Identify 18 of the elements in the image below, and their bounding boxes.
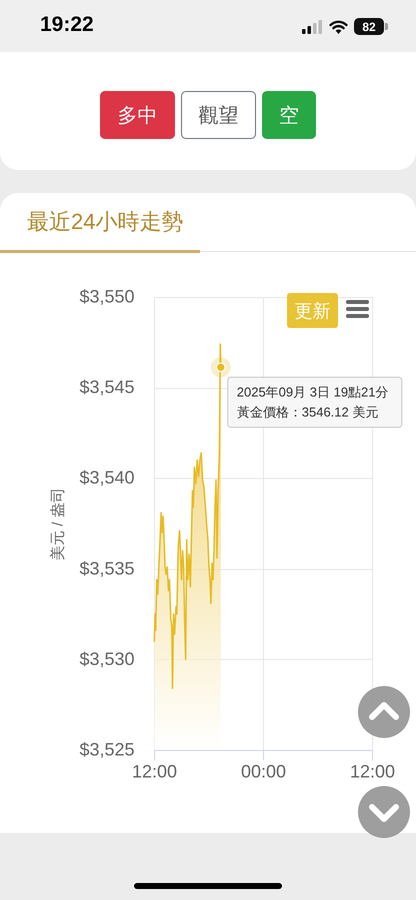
y-tick-label: $3,545 <box>79 377 134 398</box>
y-tick-label: $3,540 <box>79 468 134 488</box>
x-tick-label: 12:00 <box>350 762 396 782</box>
chart-title: 最近24小時走勢 <box>27 208 184 236</box>
annotation: 2025年09月 3日 19點21分 <box>236 384 389 400</box>
update-button: 更新 <box>287 293 338 328</box>
y-tick-label: $3,530 <box>79 648 134 669</box>
y-tick-label: $3,525 <box>79 740 134 760</box>
y-tick-label: $3,550 <box>79 286 134 306</box>
x-tick-label: 00:00 <box>240 762 286 782</box>
y-axis-title: 美元 / 盎司 <box>50 488 66 560</box>
x-tick-label: 12:00 <box>132 762 178 782</box>
y-tick-label: $3,535 <box>79 558 134 578</box>
annotation: 黃金價格：3546.12 美元 <box>236 404 378 420</box>
bullish-button: 多中 <box>100 91 175 139</box>
wait-button: 觀望 <box>181 91 256 139</box>
bearish-button: 空 <box>262 91 316 139</box>
text: 19:22 <box>40 13 94 37</box>
